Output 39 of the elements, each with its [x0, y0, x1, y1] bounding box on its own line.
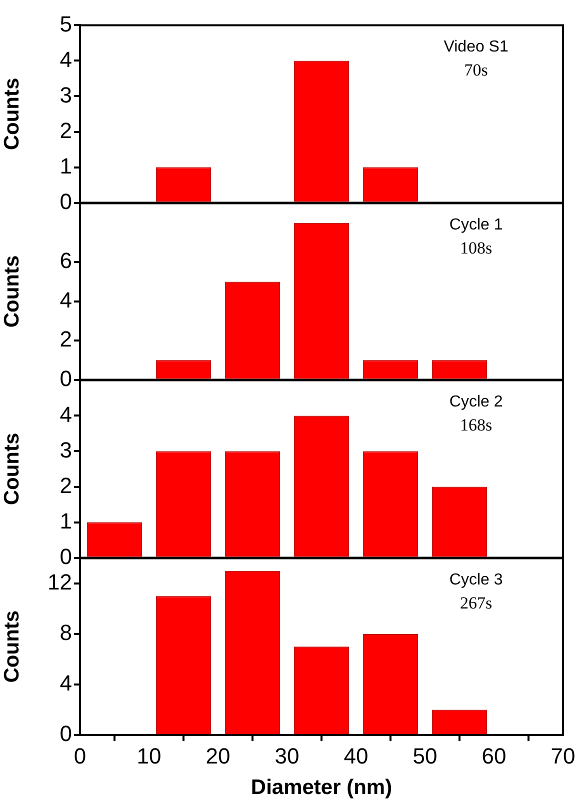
annotation: Cycle 2: [449, 394, 503, 411]
y-tick-label: 2: [60, 326, 72, 352]
x-tick-label: 10: [136, 743, 162, 768]
y-tick-label: 4: [60, 46, 72, 72]
annotation: 267s: [460, 594, 492, 613]
y-tick-label: 0: [60, 721, 72, 746]
x-tick-label: 20: [206, 743, 230, 768]
y-axis-title: Counts: [0, 78, 24, 150]
x-tick-label: 70: [550, 743, 576, 768]
annotation: Video S1: [444, 38, 508, 56]
y-tick-label: 3: [60, 437, 72, 462]
x-tick-label: 60: [482, 743, 506, 768]
annotation: Cycle 3: [449, 572, 503, 589]
y-tick-label: 5: [60, 11, 72, 36]
y-tick-label: 3: [60, 82, 72, 108]
y-tick-label: 12: [48, 570, 72, 595]
x-axis-title: Diameter (nm): [250, 776, 392, 800]
y-tick-label: 2: [60, 118, 72, 143]
x-tick-label: 40: [344, 743, 368, 768]
annotation: Cycle 1: [449, 216, 503, 234]
x-tick-label: 50: [412, 743, 438, 768]
y-tick-label: 2: [60, 472, 72, 498]
y-axis-title: Counts: [0, 610, 24, 683]
y-axis-title: Counts: [0, 255, 24, 328]
y-tick-label: 0: [60, 188, 72, 214]
annotation: 168s: [460, 416, 492, 435]
y-tick-label: 8: [60, 620, 72, 646]
y-axis-title: Counts: [0, 432, 24, 506]
y-tick-label: 0: [60, 366, 72, 391]
annotation: 108s: [460, 238, 492, 258]
y-tick-label: 1: [60, 508, 72, 534]
y-tick-label: 4: [60, 670, 72, 696]
annotation: 70s: [464, 60, 488, 80]
y-tick-label: 6: [60, 248, 72, 274]
x-tick-label: 30: [274, 743, 300, 768]
y-tick-label: 4: [60, 287, 72, 312]
y-tick-label: 0: [60, 544, 72, 569]
y-tick-label: 1: [60, 153, 72, 178]
y-tick-label: 4: [60, 402, 72, 427]
